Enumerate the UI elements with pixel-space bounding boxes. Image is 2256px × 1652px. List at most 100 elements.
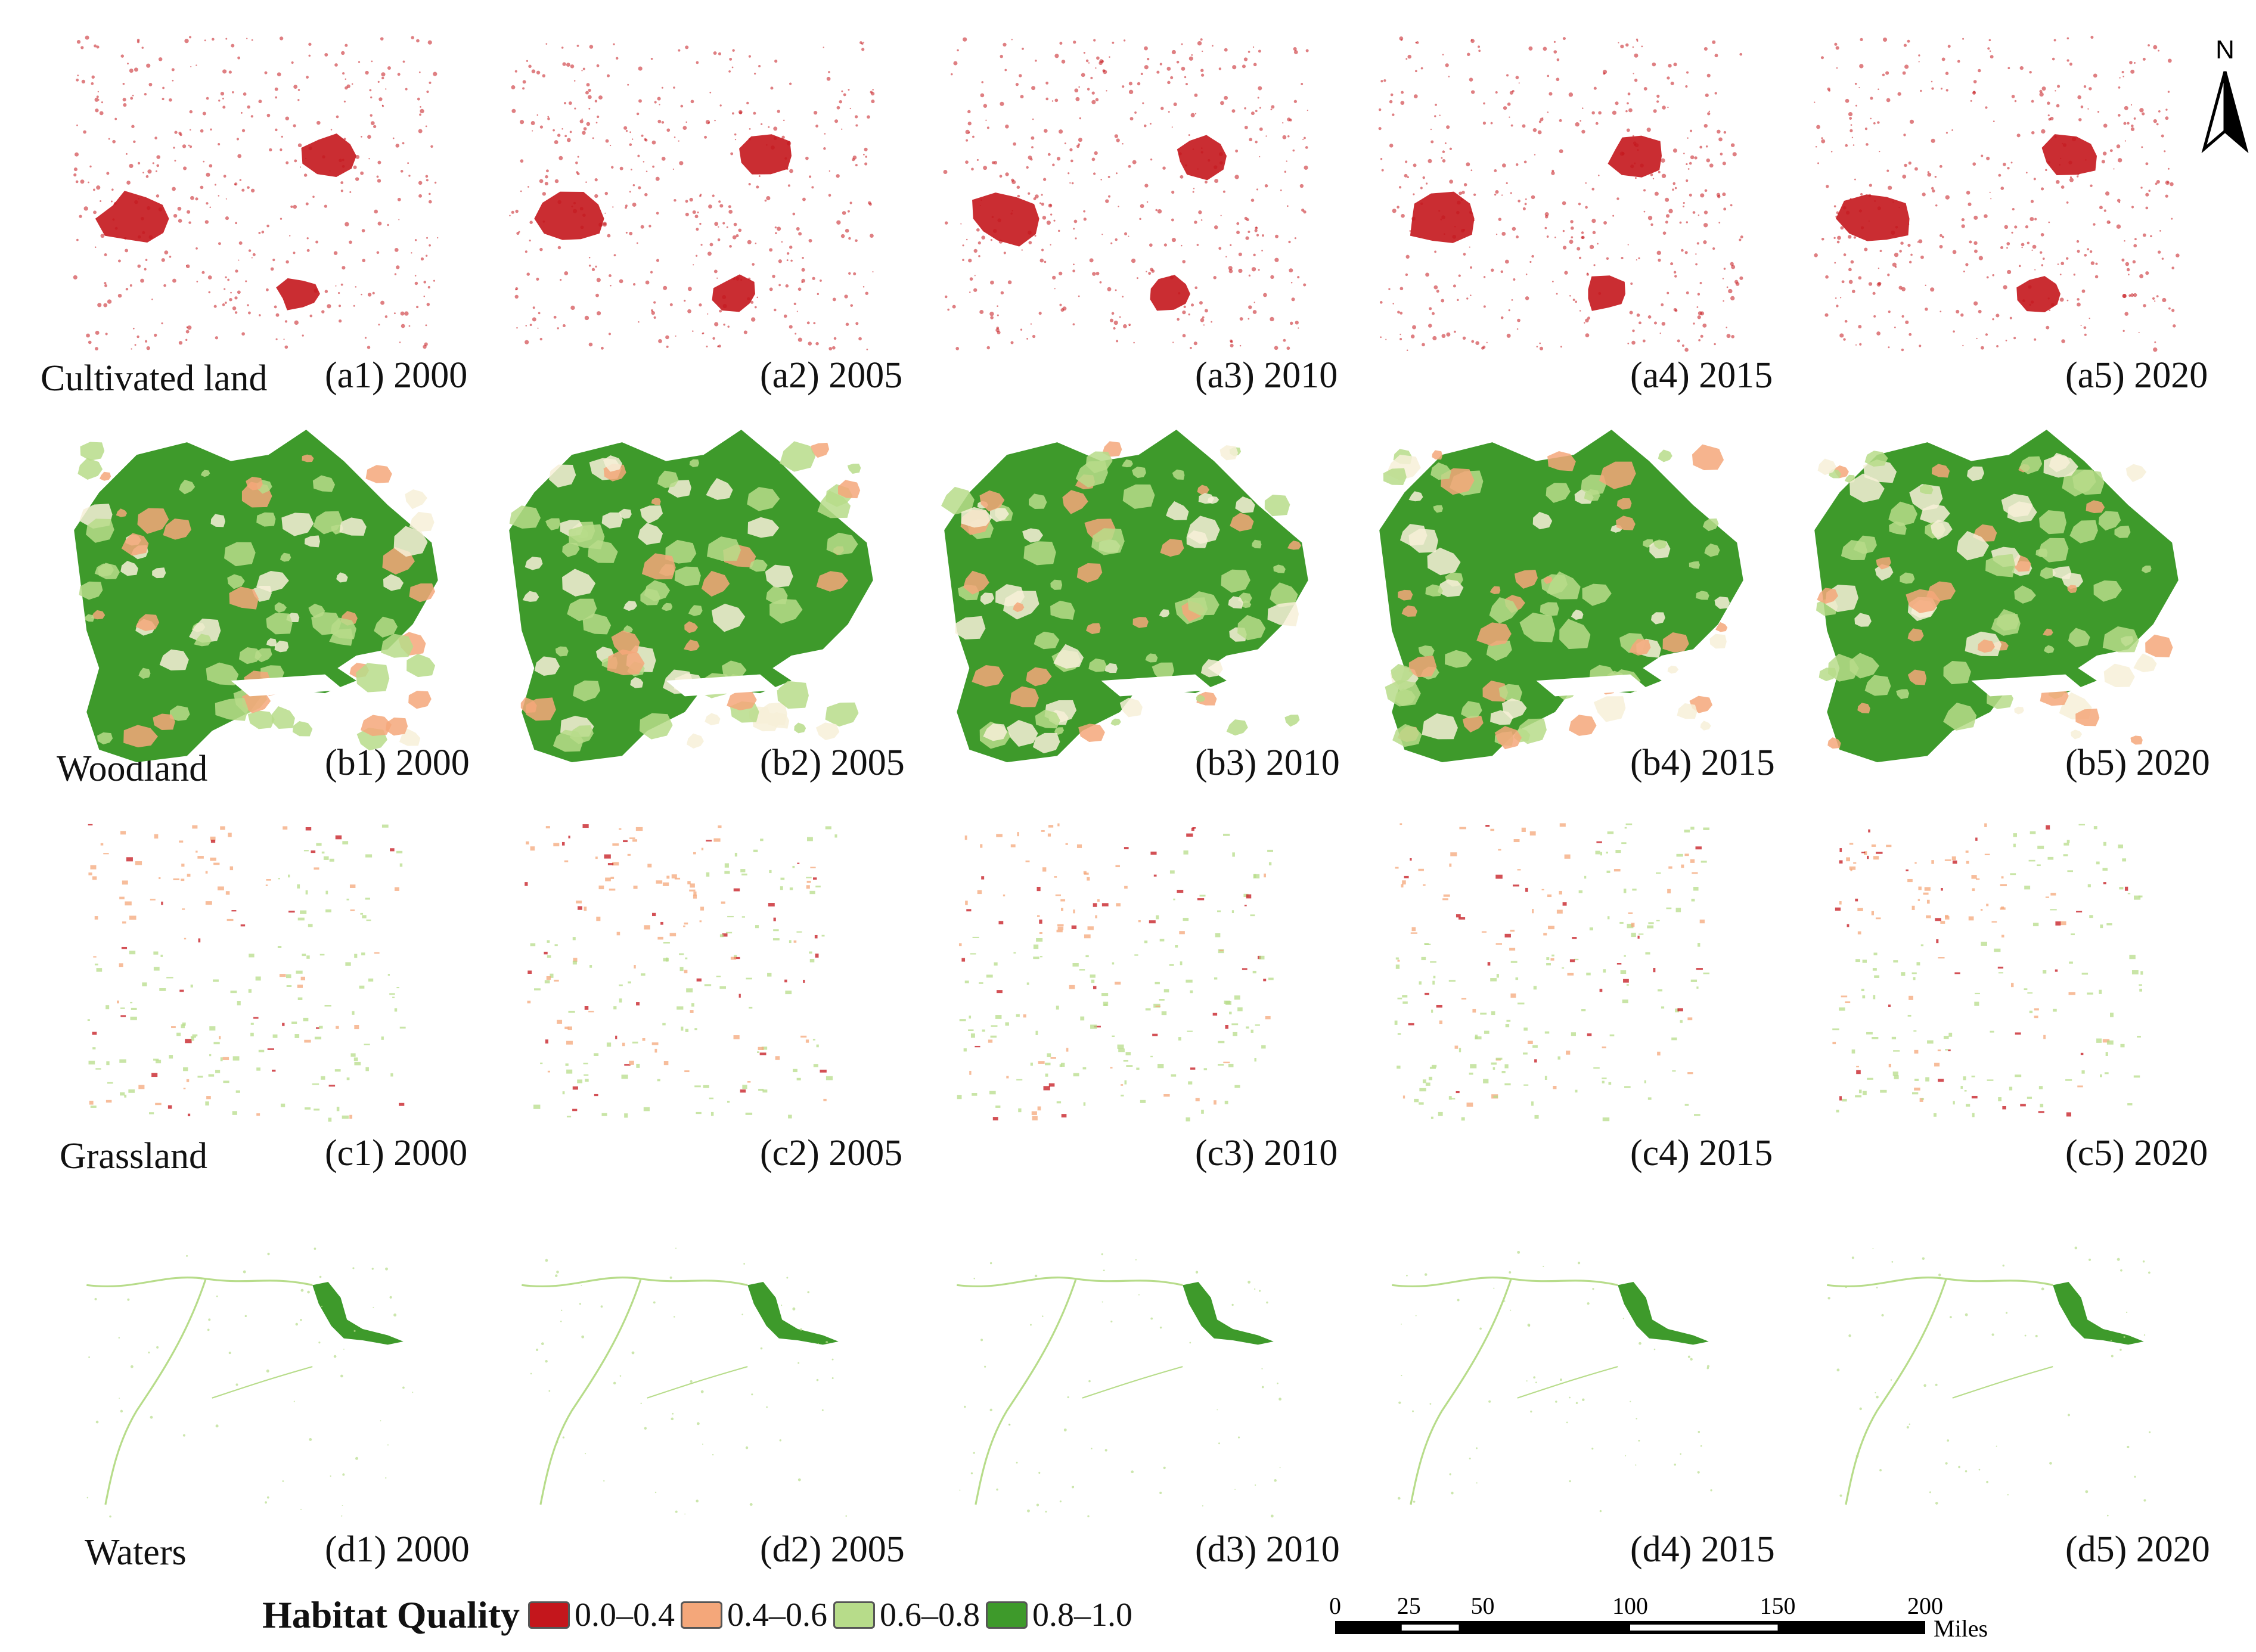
grassland-patch bbox=[977, 890, 982, 895]
cultivated-patch bbox=[1598, 175, 1600, 176]
cultivated-patch bbox=[834, 119, 839, 123]
map-panel bbox=[1794, 18, 2211, 375]
woodland-patch bbox=[356, 663, 390, 693]
cultivated-patch bbox=[1148, 272, 1152, 275]
cultivated-patch bbox=[666, 128, 671, 132]
cultivated-patch bbox=[530, 121, 535, 125]
cultivated-patch bbox=[646, 170, 648, 172]
cultivated-patch bbox=[294, 159, 297, 163]
grassland-patch bbox=[1855, 959, 1860, 962]
grassland-patch bbox=[1675, 1008, 1680, 1013]
cultivated-patch bbox=[1693, 322, 1695, 325]
cultivated-patch bbox=[1952, 250, 1957, 254]
cultivated-patch bbox=[1061, 60, 1066, 64]
cultivated-patch bbox=[1253, 302, 1255, 303]
cultivated-patch bbox=[161, 258, 165, 262]
grassland-patch bbox=[957, 1095, 962, 1100]
cultivated-patch bbox=[2153, 347, 2158, 352]
cultivated-patch bbox=[1248, 318, 1250, 320]
panel-label: (d4) 2015 bbox=[1630, 1529, 1775, 1570]
grassland-patch bbox=[94, 963, 98, 965]
cultivated-patch bbox=[1212, 45, 1214, 47]
cultivated-patch bbox=[2016, 133, 2021, 138]
water-patch bbox=[1543, 1265, 1544, 1267]
cultivated-patch bbox=[1401, 213, 1405, 218]
grassland-patch bbox=[1085, 955, 1089, 958]
cultivated-patch bbox=[853, 272, 857, 275]
cultivated-patch bbox=[141, 46, 144, 49]
cultivated-patch bbox=[98, 99, 100, 101]
grassland-patch bbox=[1687, 1017, 1693, 1020]
cultivated-patch bbox=[377, 160, 381, 164]
cultivated-patch bbox=[1957, 60, 1960, 63]
grassland-patch bbox=[1188, 1081, 1193, 1085]
grassland-patch bbox=[316, 843, 322, 846]
woodland-patch bbox=[242, 691, 271, 713]
woodland-patch bbox=[1996, 609, 2019, 631]
cultivated-patch bbox=[511, 85, 516, 89]
cultivated-patch bbox=[1575, 300, 1577, 303]
cultivated-patch bbox=[1708, 110, 1711, 113]
cultivated-patch bbox=[1705, 145, 1708, 148]
cultivated-patch bbox=[2132, 260, 2136, 263]
grassland-patch bbox=[1436, 1005, 1442, 1008]
cultivated-patch bbox=[1961, 218, 1965, 222]
cultivated-patch bbox=[1855, 344, 1857, 346]
water-patch bbox=[95, 1420, 99, 1424]
cultivated-patch bbox=[2080, 105, 2084, 108]
cultivated-patch bbox=[699, 222, 702, 225]
cultivated-patch bbox=[248, 311, 251, 315]
cultivated-patch bbox=[1730, 296, 1735, 301]
woodland-patch bbox=[256, 512, 276, 527]
woodland-patch bbox=[1273, 564, 1286, 573]
cultivated-patch bbox=[1083, 218, 1087, 221]
grassland-patch bbox=[1087, 926, 1094, 930]
cultivated-patch bbox=[187, 210, 191, 214]
grassland-patch bbox=[119, 896, 125, 900]
cultivated-patch bbox=[2130, 293, 2134, 297]
cultivated-patch bbox=[1471, 340, 1475, 343]
cultivated-patch bbox=[245, 280, 247, 282]
water-patch bbox=[148, 1351, 150, 1354]
grassland-patch bbox=[1395, 964, 1400, 969]
grassland-patch bbox=[1268, 862, 1272, 866]
cultivated-patch bbox=[1069, 182, 1071, 184]
cultivated-patch bbox=[362, 259, 366, 262]
water-patch bbox=[1569, 1396, 1571, 1399]
cultivated-patch bbox=[659, 104, 660, 105]
water-patch bbox=[235, 1383, 238, 1386]
grassland-patch bbox=[1039, 919, 1042, 924]
water-patch bbox=[1935, 1502, 1938, 1505]
cultivated-patch bbox=[75, 152, 79, 157]
cultivated-patch bbox=[2117, 158, 2122, 163]
grassland-patch bbox=[734, 852, 737, 857]
woodland-patch bbox=[1050, 579, 1063, 590]
grassland-patch bbox=[1212, 1013, 1218, 1016]
grassland-patch bbox=[1223, 833, 1230, 836]
cultivated-patch bbox=[1879, 150, 1880, 153]
grassland-patch bbox=[88, 1060, 95, 1065]
cultivated-patch bbox=[188, 144, 190, 147]
woodland-patch bbox=[2093, 580, 2122, 602]
cultivated-patch bbox=[196, 281, 198, 282]
grassland-patch bbox=[663, 1061, 669, 1066]
woodland-patch bbox=[2133, 653, 2157, 672]
cultivated-patch bbox=[947, 308, 949, 311]
cultivated-patch bbox=[1081, 73, 1085, 77]
grassland-patch bbox=[96, 968, 103, 972]
grassland-patch bbox=[1523, 1084, 1529, 1086]
cultivated-patch bbox=[732, 112, 734, 115]
cultivated-patch bbox=[277, 72, 281, 77]
cultivated-patch bbox=[1717, 129, 1721, 134]
cultivated-patch bbox=[1989, 50, 1991, 52]
cultivated-patch bbox=[418, 181, 423, 185]
cultivated-patch bbox=[1909, 333, 1912, 336]
grassland-patch bbox=[772, 938, 780, 940]
grassland-patch bbox=[588, 1011, 594, 1013]
legend-swatch bbox=[986, 1601, 1028, 1629]
grassland-patch bbox=[1163, 1094, 1170, 1097]
grassland-patch bbox=[1411, 927, 1416, 931]
cultivated-patch bbox=[339, 319, 342, 323]
cultivated-patch bbox=[1059, 271, 1063, 276]
woodland-patch bbox=[1616, 498, 1632, 510]
